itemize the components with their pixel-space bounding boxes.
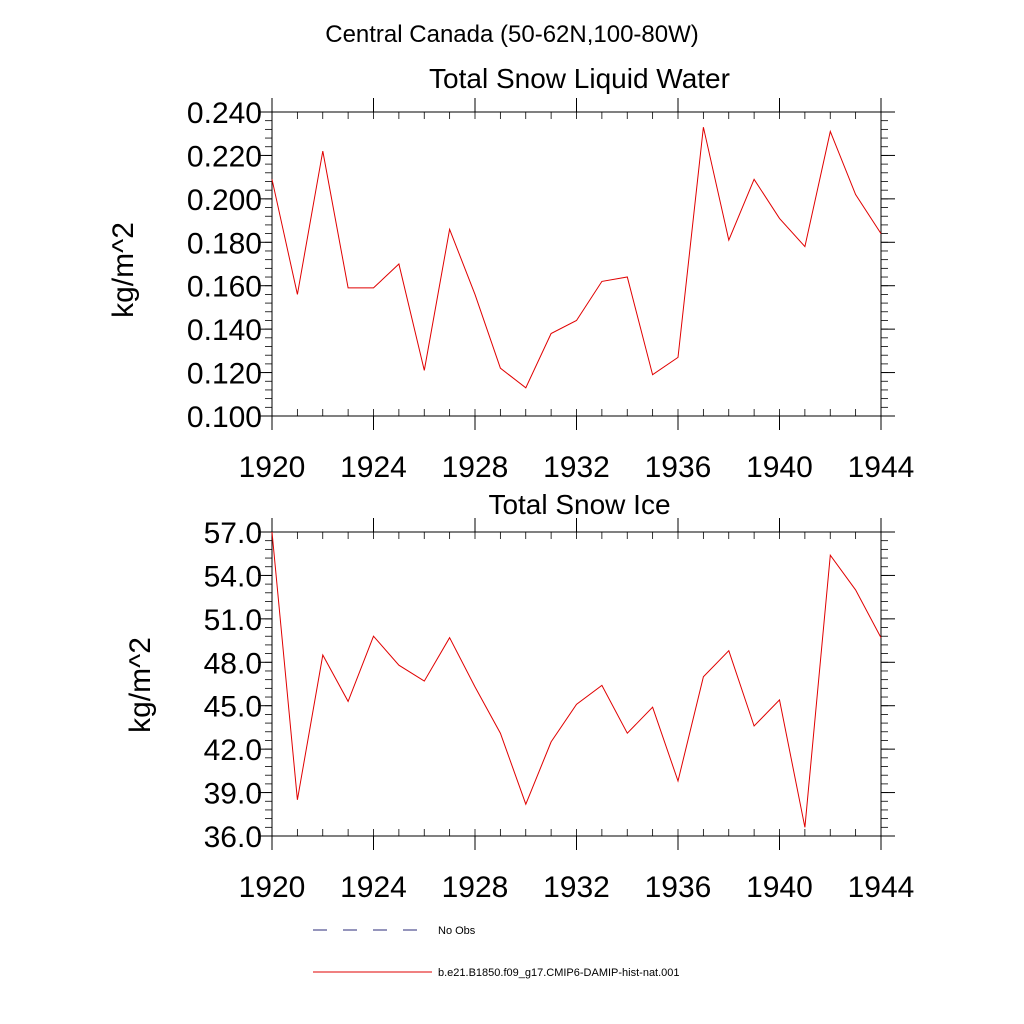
x-tick-label: 1940 — [746, 871, 813, 904]
y-tick-label: 0.220 — [187, 140, 262, 173]
y-tick-label: 51.0 — [204, 604, 262, 637]
x-tick-label: 1936 — [645, 451, 712, 484]
x-tick-label: 1924 — [340, 871, 407, 904]
y-tick-label: 54.0 — [204, 560, 262, 593]
plot-frame — [271, 531, 882, 837]
figure-suptitle: Central Canada (50-62N,100-80W) — [325, 21, 699, 48]
chart-title: Total Snow Ice — [488, 489, 670, 520]
x-tick-label: 1920 — [239, 451, 306, 484]
x-tick-label: 1940 — [746, 451, 813, 484]
panel-top: Total Snow Liquid Water 0.100 0.120 0.140 0.… — [107, 63, 914, 484]
y-tick-label: 0.180 — [187, 227, 262, 260]
plot-frame — [271, 111, 882, 417]
x-tick-label: 1928 — [442, 871, 509, 904]
y-tick-label: 0.120 — [187, 358, 262, 391]
x-tick-label: 1924 — [340, 451, 407, 484]
x-tick-label: 1928 — [442, 451, 509, 484]
y-tick-label: 0.140 — [187, 314, 262, 347]
series-line — [271, 531, 882, 828]
y-axis-label: kg/m^2 — [107, 222, 140, 318]
x-tick-label: 1936 — [645, 871, 712, 904]
y-tick-label: 0.100 — [187, 401, 262, 434]
panel-bottom: Total Snow Ice 36.0 39.0 42.0 45.0 48.0 51.0 54… — [124, 489, 914, 904]
x-tick-label: 1920 — [239, 871, 306, 904]
legend-label-no-obs: No Obs — [438, 925, 476, 937]
series-line — [271, 127, 882, 389]
y-tick-label: 0.200 — [187, 184, 262, 217]
y-tick-label: 0.160 — [187, 271, 262, 304]
y-tick-label: 45.0 — [204, 691, 262, 724]
y-tick-label: 48.0 — [204, 647, 262, 680]
y-tick-label: 42.0 — [204, 734, 262, 767]
y-tick-label: 39.0 — [204, 778, 262, 811]
y-tick-label: 0.240 — [187, 97, 262, 130]
legend: No Obs b.e21.B1850.f09_g17.CMIP6-DAMIP-h… — [313, 925, 680, 979]
y-axis-label: kg/m^2 — [124, 637, 157, 733]
x-tick-label: 1944 — [848, 451, 915, 484]
x-tick-label: 1944 — [848, 871, 915, 904]
y-tick-label: 57.0 — [204, 517, 262, 550]
x-tick-label: 1932 — [543, 871, 610, 904]
x-tick-label: 1932 — [543, 451, 610, 484]
chart-title: Total Snow Liquid Water — [429, 63, 730, 94]
y-tick-label: 36.0 — [204, 821, 262, 854]
legend-label-model: b.e21.B1850.f09_g17.CMIP6-DAMIP-hist-nat… — [438, 967, 680, 979]
